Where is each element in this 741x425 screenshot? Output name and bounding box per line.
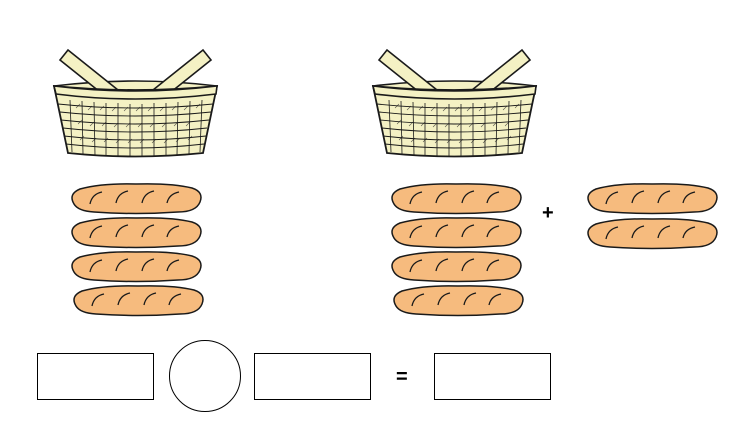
equals-sign: = [396,366,408,388]
basket-icon [367,38,542,163]
operand-1-box[interactable] [37,353,154,400]
bread-icon [66,250,206,284]
bread-icon [582,182,722,216]
operand-2-box[interactable] [254,353,371,400]
bread-icon [386,216,526,250]
operator-circle[interactable] [169,340,241,412]
bread-icon [386,250,526,284]
bread-icon [66,182,206,216]
bread-icon [582,217,722,251]
basket-icon [48,38,223,163]
result-box[interactable] [434,353,551,400]
bread-icon [66,216,206,250]
bread-icon [68,284,208,318]
bread-icon [386,182,526,216]
bread-icon [388,284,528,318]
plus-sign: + [542,202,554,224]
